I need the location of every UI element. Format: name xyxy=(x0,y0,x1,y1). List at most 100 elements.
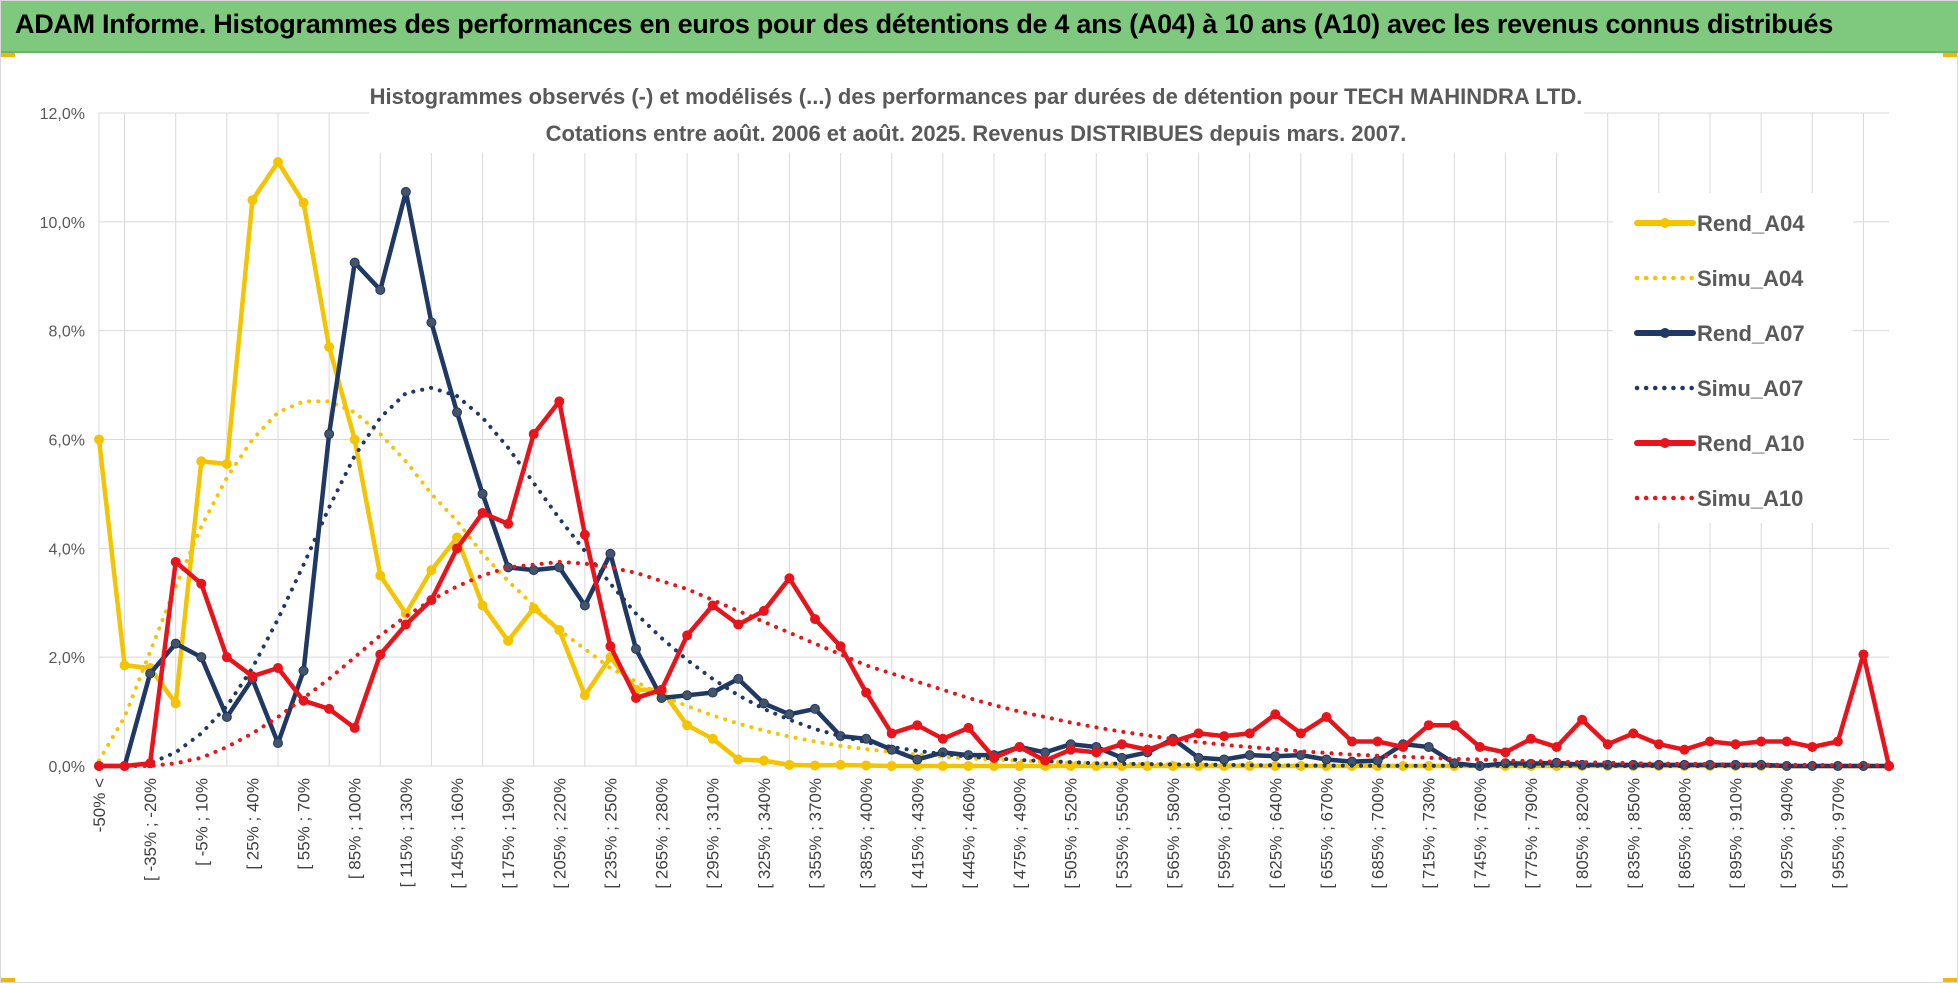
x-tick-label: [ 145% ; 160% xyxy=(448,778,467,889)
data-point xyxy=(835,759,846,770)
corner-mark-bottom-right xyxy=(1943,978,1957,982)
data-point xyxy=(1040,755,1051,766)
data-point xyxy=(1321,754,1332,765)
chart-subtitle: Cotations entre août. 2006 et août. 2025… xyxy=(546,121,1407,146)
data-point xyxy=(656,684,667,695)
data-point xyxy=(1526,733,1536,744)
x-tick-label: [ 535% ; 550% xyxy=(1113,778,1132,889)
data-point xyxy=(528,565,539,576)
data-point xyxy=(733,619,744,630)
data-point xyxy=(963,761,974,771)
data-point xyxy=(503,518,514,529)
y-tick-label: 2,0% xyxy=(49,650,85,667)
data-point xyxy=(298,665,309,676)
data-point xyxy=(1219,754,1230,765)
data-point xyxy=(196,652,207,663)
data-point xyxy=(631,644,641,655)
data-point xyxy=(1142,744,1153,755)
data-point xyxy=(426,565,437,576)
x-tick-label: [ 85% ; 100% xyxy=(346,778,365,879)
data-point xyxy=(349,257,360,268)
x-tick-label: [ 745% ; 760% xyxy=(1471,778,1490,889)
x-tick-label: [ 325% ; 340% xyxy=(755,778,774,889)
report-title: ADAM Informe. Histogrammes des performan… xyxy=(15,9,1833,39)
data-point xyxy=(707,733,718,744)
legend-marker xyxy=(1660,218,1670,228)
data-point xyxy=(1244,750,1255,761)
x-tick-label: [ 445% ; 460% xyxy=(959,778,978,889)
data-point xyxy=(170,698,181,709)
data-point xyxy=(400,619,411,630)
legend-label: Rend_A10 xyxy=(1697,431,1805,456)
data-point xyxy=(1679,744,1690,755)
data-point xyxy=(1832,736,1843,747)
x-tick-label: [ 865% ; 880% xyxy=(1675,778,1694,889)
data-point xyxy=(682,690,693,701)
data-point xyxy=(528,429,539,440)
data-point xyxy=(1244,728,1255,739)
data-point xyxy=(324,341,335,352)
data-point xyxy=(196,456,207,467)
y-tick-label: 8,0% xyxy=(49,324,85,341)
data-point xyxy=(1449,720,1460,731)
data-point xyxy=(400,186,411,197)
legend-label: Simu_A04 xyxy=(1697,266,1804,291)
x-tick-label: [ 175% ; 190% xyxy=(499,778,518,889)
x-tick-label: [ 235% ; 250% xyxy=(601,778,620,889)
data-point xyxy=(1781,736,1792,747)
y-tick-label: 12,0% xyxy=(40,106,85,123)
data-point xyxy=(1398,741,1409,752)
x-tick-label: [ 25% ; 40% xyxy=(243,778,262,870)
data-point xyxy=(1423,720,1434,731)
data-point xyxy=(963,722,974,733)
data-point xyxy=(247,195,258,206)
x-tick-label: [ 955% ; 970% xyxy=(1829,778,1848,889)
data-point xyxy=(810,760,820,771)
x-tick-label: [ 415% ; 430% xyxy=(908,778,927,889)
data-point xyxy=(886,728,897,739)
data-point xyxy=(758,698,769,709)
x-tick-label: [ 925% ; 940% xyxy=(1778,778,1797,889)
title-background xyxy=(369,81,1584,153)
x-tick-label: [ 595% ; 610% xyxy=(1215,778,1234,889)
data-point xyxy=(554,396,565,407)
data-point xyxy=(912,720,923,731)
data-point xyxy=(221,712,232,723)
data-point xyxy=(784,709,795,720)
x-tick-label: [ -5% ; 10% xyxy=(192,778,211,866)
data-point xyxy=(426,317,437,328)
y-tick-label: 4,0% xyxy=(49,541,85,558)
corner-mark-bottom-left xyxy=(1,978,15,982)
x-tick-label: [ 505% ; 520% xyxy=(1062,778,1081,889)
x-axis-ticks: -50% < [ -35% ; -20% [ -5% ; 10% [ 25% ; 40… xyxy=(90,778,1848,889)
legend-label: Simu_A10 xyxy=(1697,486,1803,511)
data-point xyxy=(605,641,616,652)
data-point xyxy=(1193,728,1204,739)
data-point xyxy=(1116,739,1127,750)
legend-label: Simu_A07 xyxy=(1697,376,1803,401)
data-point xyxy=(682,720,693,731)
data-point xyxy=(758,755,769,766)
data-point xyxy=(94,434,104,445)
data-point xyxy=(733,754,744,765)
data-point xyxy=(1270,709,1281,720)
x-tick-label: [ -35% ; -20% xyxy=(141,778,160,881)
data-point xyxy=(937,733,948,744)
data-point xyxy=(1193,752,1204,763)
data-point xyxy=(324,703,335,714)
x-tick-label: [ 685% ; 700% xyxy=(1369,778,1388,889)
data-point xyxy=(452,543,462,554)
data-point xyxy=(937,761,948,771)
data-point xyxy=(835,641,846,652)
data-point xyxy=(1270,751,1281,762)
data-point xyxy=(1602,739,1613,750)
legend-label: Rend_A04 xyxy=(1697,211,1805,236)
x-tick-label: -50% < xyxy=(90,778,109,832)
data-point xyxy=(145,668,156,679)
data-point xyxy=(1653,739,1664,750)
data-point xyxy=(1756,736,1767,747)
data-point xyxy=(554,562,565,573)
x-tick-label: [ 295% ; 310% xyxy=(704,778,723,889)
